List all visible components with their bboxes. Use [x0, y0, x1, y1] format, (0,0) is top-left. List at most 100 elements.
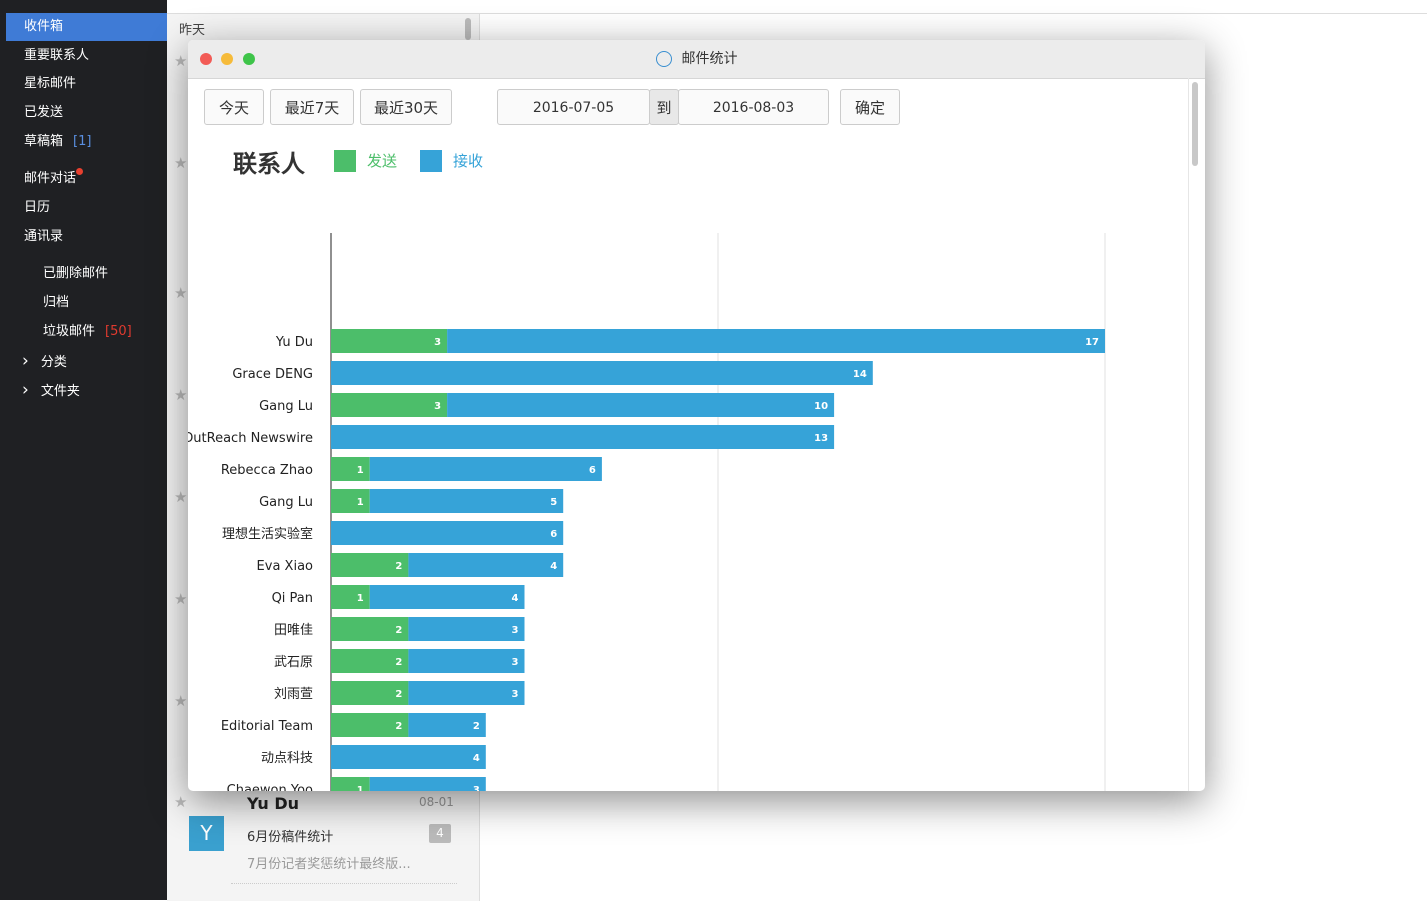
bar-segment — [369, 489, 564, 513]
category-label: Rebecca Zhao — [221, 463, 313, 478]
count: 4 — [429, 824, 451, 843]
chevron: › — [22, 351, 29, 371]
bar-segment — [331, 489, 370, 513]
nav-item[interactable]: 收件箱 — [6, 13, 167, 41]
nav-item[interactable]: 邮件对话 — [24, 165, 83, 193]
bar-segment — [331, 585, 370, 609]
bar-segment — [331, 713, 409, 737]
range-button[interactable]: 最近30天 — [360, 89, 452, 125]
close[interactable] — [200, 53, 212, 65]
bar-segment — [408, 681, 525, 705]
nav-item[interactable]: 重要联系人 — [24, 42, 89, 70]
nav-item[interactable]: 通讯录 — [24, 223, 63, 251]
bar-segment — [331, 553, 409, 577]
nav-label: 日历 — [24, 200, 51, 215]
group-header: 昨天 — [179, 23, 206, 38]
nav-item[interactable]: › 分类 — [22, 347, 67, 375]
legend-swatch — [420, 150, 442, 172]
unread-dot — [76, 168, 83, 175]
bar-segment — [331, 393, 448, 417]
category-label: 田唯佳 — [274, 623, 313, 638]
nav-label: 分类 — [40, 355, 67, 370]
star[interactable]: ★ — [174, 793, 188, 811]
nav-label: 收件箱 — [24, 19, 64, 34]
nav-label: 邮件对话 — [24, 171, 77, 186]
value-label: 1 — [357, 593, 364, 604]
star[interactable]: ★ — [174, 154, 188, 172]
nav-item[interactable]: 日历 — [24, 194, 50, 222]
badge: [50] — [105, 324, 132, 339]
category-label: Gang Lu — [259, 399, 313, 414]
bar-segment — [408, 617, 525, 641]
bar-segment — [331, 329, 448, 353]
avatar: Y — [189, 816, 224, 851]
legend-label: 接收 — [453, 152, 483, 170]
value-label: 6 — [550, 529, 557, 540]
value-label: 3 — [512, 689, 519, 700]
nav-item[interactable]: 草稿箱 [1] — [24, 128, 91, 156]
value-label: 2 — [395, 721, 402, 732]
star[interactable]: ★ — [174, 590, 188, 608]
sidebar: 收件箱 重要联系人 星标邮件 已发送 草稿箱 [1] 邮件对话 日历 通讯录 已删除邮件 归档 垃圾邮… — [0, 0, 167, 900]
nav-item[interactable]: 星标邮件 — [24, 70, 76, 98]
nav-label: 垃圾邮件 — [43, 324, 96, 339]
divider — [231, 883, 457, 884]
confirm-button[interactable]: 确定 — [840, 89, 900, 125]
bar-segment — [447, 393, 835, 417]
scrollbar — [465, 18, 471, 40]
title-bar: 邮件统计 — [188, 40, 1205, 79]
date: 08-01 — [419, 795, 454, 809]
category-label: 理想生活实验室 — [222, 526, 313, 542]
star[interactable]: ★ — [174, 284, 188, 302]
category-label: Yu Du — [275, 335, 313, 350]
value-label: 3 — [434, 337, 441, 348]
nav-label: 文件夹 — [40, 384, 80, 399]
value-label: 1 — [357, 785, 364, 791]
star[interactable]: ★ — [174, 386, 188, 404]
bar-segment — [331, 649, 409, 673]
nav-item[interactable]: 已删除邮件 — [43, 260, 108, 288]
nav-item[interactable]: 已发送 — [24, 99, 63, 127]
category-label: 刘雨萱 — [274, 687, 313, 702]
bar-segment — [331, 745, 486, 769]
stats-dialog: 邮件统计 今天 最近7天 最近30天 2016-07-05 到 2016-08-… — [188, 40, 1205, 791]
nav-item[interactable]: 垃圾邮件 [50] — [43, 318, 132, 346]
chevron: › — [22, 380, 29, 400]
bar-segment — [369, 585, 525, 609]
zoom[interactable] — [243, 53, 255, 65]
scrollbar — [1192, 82, 1198, 166]
star[interactable]: ★ — [174, 488, 188, 506]
value-label: 2 — [395, 689, 402, 700]
nav-label: 重要联系人 — [24, 48, 90, 63]
sender: Yu Du — [247, 794, 300, 813]
start-date[interactable]: 2016-07-05 — [497, 89, 650, 125]
nav-label: 通讯录 — [24, 229, 64, 244]
category-label: Eva Xiao — [257, 559, 313, 574]
value-label: 2 — [473, 721, 480, 732]
minimize[interactable] — [221, 53, 233, 65]
nav-item[interactable]: › 文件夹 — [22, 376, 80, 404]
icon — [655, 51, 672, 67]
value-label: 3 — [434, 401, 441, 412]
value-label: 4 — [512, 593, 519, 604]
range-button[interactable]: 最近7天 — [270, 89, 354, 125]
end-date[interactable]: 2016-08-03 — [678, 89, 829, 125]
category-label: OutReach Newswire — [188, 431, 313, 446]
star[interactable]: ★ — [174, 692, 188, 710]
star[interactable]: ★ — [174, 52, 188, 70]
category-label: 动点科技 — [261, 751, 313, 766]
value-label: 2 — [395, 561, 402, 572]
bar-segment — [331, 681, 409, 705]
bar-segment — [331, 777, 370, 791]
value-label: 2 — [395, 657, 402, 668]
value-label: 2 — [395, 625, 402, 636]
range-button[interactable]: 今天 — [204, 89, 264, 125]
value-label: 10 — [814, 401, 828, 412]
nav-item[interactable]: 归档 — [43, 289, 69, 317]
nav-label: 星标邮件 — [24, 76, 77, 91]
bar-segment — [331, 425, 835, 449]
bar-segment — [369, 457, 602, 481]
category-label: Qi Pan — [272, 591, 313, 606]
